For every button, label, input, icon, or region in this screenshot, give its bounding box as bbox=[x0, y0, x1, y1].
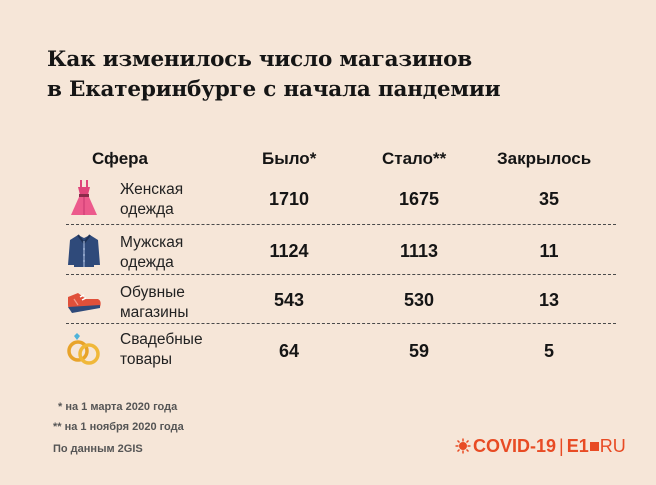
value-closed: 5 bbox=[543, 341, 554, 361]
value-after: 59 bbox=[408, 341, 430, 361]
value-before: 1710 bbox=[268, 189, 310, 209]
value-after: 1113 bbox=[399, 241, 439, 261]
page-title: Как изменилось число магазинов в Екатери… bbox=[47, 45, 627, 105]
value-before: 1124 bbox=[269, 241, 309, 261]
row-name: Обувные магазины bbox=[120, 284, 189, 321]
row-name: Мужская одежда bbox=[120, 234, 184, 271]
header-closed: Закрылось bbox=[497, 149, 592, 168]
value-closed: 11 bbox=[539, 241, 559, 261]
logo-square-icon bbox=[589, 441, 599, 451]
table-row: Женская одежда 1710 1675 35 bbox=[0, 178, 656, 228]
title-line-1: Как изменилось число магазинов bbox=[47, 47, 473, 72]
footnote-2: ** на 1 ноября 2020 года bbox=[53, 421, 184, 433]
virus-icon bbox=[455, 438, 471, 454]
source-note: По данным 2GIS bbox=[53, 443, 143, 455]
value-closed: 13 bbox=[538, 290, 560, 310]
title-line-2: в Екатеринбурге с начала пандемии bbox=[47, 77, 501, 102]
logo-ru-text: RU bbox=[599, 435, 626, 456]
row-divider bbox=[66, 274, 616, 275]
value-before: 543 bbox=[273, 290, 305, 310]
row-name: Женская одежда bbox=[120, 181, 184, 218]
covid-e1-logo: COVID-19 | E1 RU bbox=[455, 432, 626, 460]
value-closed: 35 bbox=[538, 189, 560, 209]
row-divider bbox=[66, 323, 616, 324]
wedding-rings-icon bbox=[67, 333, 100, 365]
value-before: 64 bbox=[278, 341, 300, 361]
logo-divider: | bbox=[559, 435, 564, 456]
table-row: Мужская одежда 1124 1113 11 bbox=[0, 231, 656, 281]
value-after: 1675 bbox=[398, 189, 440, 209]
value-after: 530 bbox=[403, 290, 435, 310]
dress-icon bbox=[71, 180, 97, 215]
header-sphere: Сфера bbox=[92, 149, 148, 168]
footnote-1: * на 1 марта 2020 года bbox=[58, 401, 178, 413]
header-before: Было* bbox=[262, 149, 317, 168]
logo-covid-text: COVID-19 bbox=[473, 435, 557, 456]
sneaker-icon bbox=[68, 293, 101, 313]
jacket-icon bbox=[68, 234, 100, 267]
row-name: Свадебные товары bbox=[120, 331, 203, 368]
table-row: Свадебные товары 64 59 5 bbox=[0, 330, 656, 380]
table-row: Обувные магазины 543 530 13 bbox=[0, 281, 656, 331]
row-divider bbox=[66, 224, 616, 225]
logo-e1-text: E1 bbox=[566, 435, 589, 456]
header-after: Стало** bbox=[382, 149, 447, 168]
